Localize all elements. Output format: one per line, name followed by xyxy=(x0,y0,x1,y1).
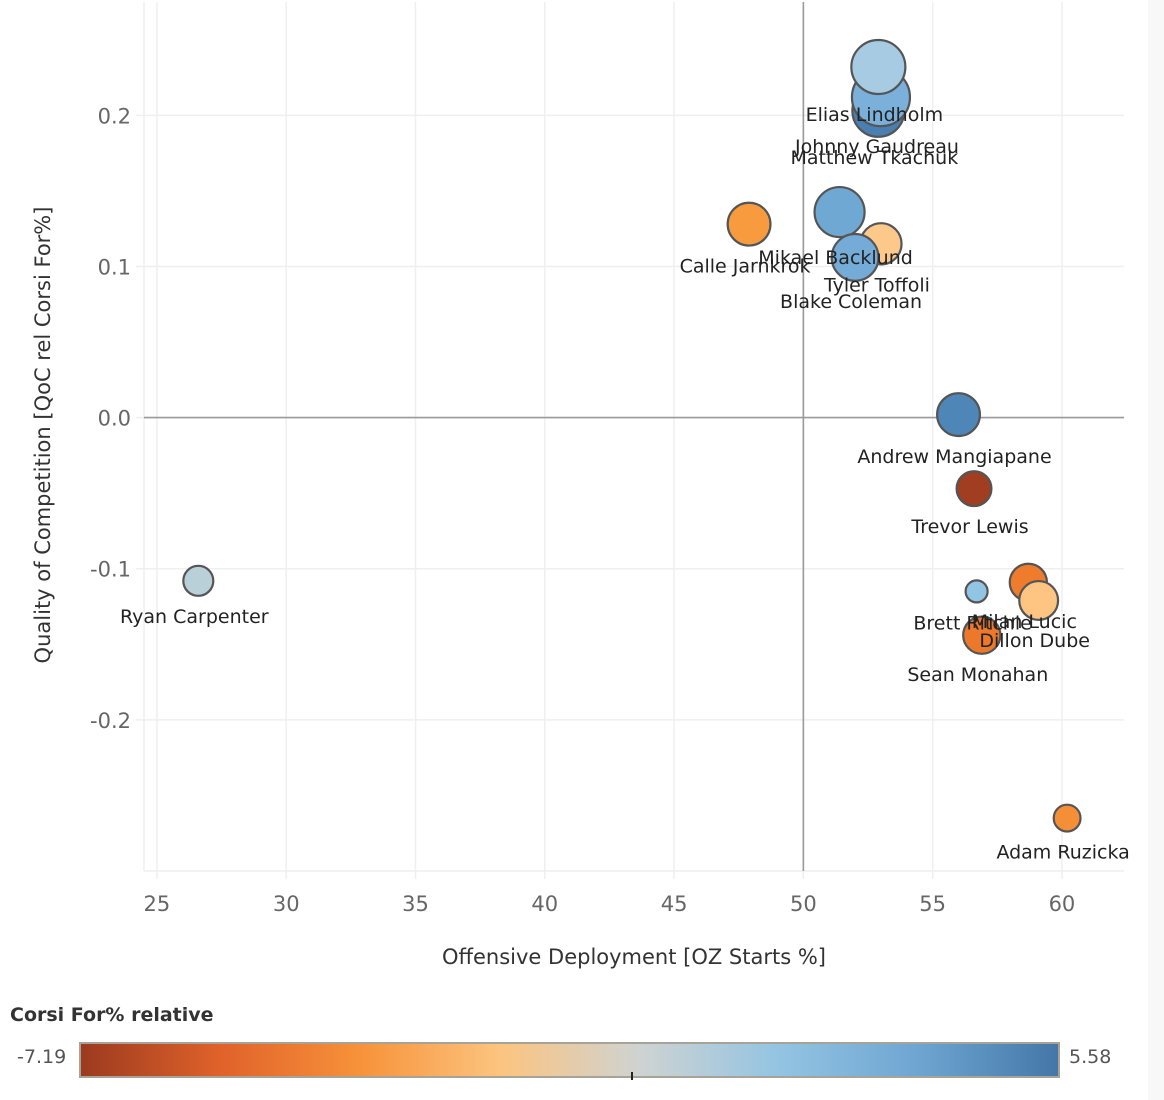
x-tick-label: 55 xyxy=(919,892,946,916)
y-tick-label: -0.2 xyxy=(90,709,131,733)
color-legend-max-label: 5.58 xyxy=(1069,1046,1112,1068)
bubble-mark[interactable] xyxy=(955,470,993,508)
mark-label: Andrew Mangiapane xyxy=(857,446,1051,468)
mark-label: Brett Ritchie xyxy=(913,612,1031,634)
x-axis-ticks: 25 30 35 40 45 50 55 60 xyxy=(144,892,1076,916)
y-tick-label: -0.1 xyxy=(90,558,131,582)
y-axis-title: Quality of Competition [QoC rel Corsi Fo… xyxy=(31,207,55,664)
scatter-plot: 25 30 35 40 45 50 55 60 0.2 0.1 0.0 -0.1 -0.2 Elias… xyxy=(31,2,1130,969)
mark-label: Matthew Tkachuk xyxy=(791,147,959,169)
x-tick-label: 25 xyxy=(144,892,171,916)
mark-label: Tyler Toffoli xyxy=(823,274,930,296)
mark-label: Trevor Lewis xyxy=(910,516,1028,538)
color-legend-gradient[interactable] xyxy=(79,1042,1060,1078)
mark-label: Sean Monahan xyxy=(907,664,1048,686)
mark-label: Elias Lindholm xyxy=(806,104,944,126)
mark-label: Blake Coleman xyxy=(780,291,922,313)
x-tick-label: 60 xyxy=(1049,892,1076,916)
bubble-mark[interactable] xyxy=(182,564,215,597)
bubble-mark[interactable] xyxy=(964,579,989,604)
bubble-mark[interactable] xyxy=(830,232,880,282)
bubble-mark[interactable] xyxy=(850,38,907,96)
x-tick-label: 35 xyxy=(402,892,429,916)
x-tick-label: 45 xyxy=(661,892,688,916)
mark-label: Ryan Carpenter xyxy=(120,606,269,628)
y-tick-label: 0.1 xyxy=(98,255,131,279)
scrollbar-track[interactable] xyxy=(1148,0,1164,1100)
y-axis-ticks: 0.2 0.1 0.0 -0.1 -0.2 xyxy=(90,104,131,733)
bubble-mark[interactable] xyxy=(1018,579,1060,621)
x-tick-label: 30 xyxy=(273,892,300,916)
mark-label: Adam Ruzicka xyxy=(996,842,1129,864)
bubble-marks xyxy=(182,38,1082,833)
color-legend-title: Corsi For% relative xyxy=(10,1004,214,1026)
y-tick-label: 0.0 xyxy=(98,407,131,431)
mark-label: Milan Lucic xyxy=(972,611,1077,633)
mark-label: Calle Jarnkrok xyxy=(680,256,811,278)
bubble-mark[interactable] xyxy=(962,615,1002,655)
grid-layer xyxy=(136,2,1124,879)
x-tick-label: 40 xyxy=(531,892,558,916)
x-tick-label: 50 xyxy=(790,892,817,916)
mark-label: Johnny Gaudreau xyxy=(794,136,959,158)
y-tick-label: 0.2 xyxy=(98,104,131,128)
bubble-mark[interactable] xyxy=(813,185,866,239)
bubble-mark[interactable] xyxy=(726,201,772,247)
mark-label: Dillon Dube xyxy=(979,630,1090,652)
bubble-mark[interactable] xyxy=(1052,803,1082,833)
color-legend-min-label: -7.19 xyxy=(17,1046,67,1068)
color-legend-zero-tick xyxy=(631,1072,634,1080)
bubble-mark[interactable] xyxy=(936,392,982,438)
mark-label: Mikael Backlund xyxy=(758,247,913,269)
x-axis-title: Offensive Deployment [OZ Starts %] xyxy=(442,945,826,969)
reference-lines xyxy=(144,2,1124,871)
